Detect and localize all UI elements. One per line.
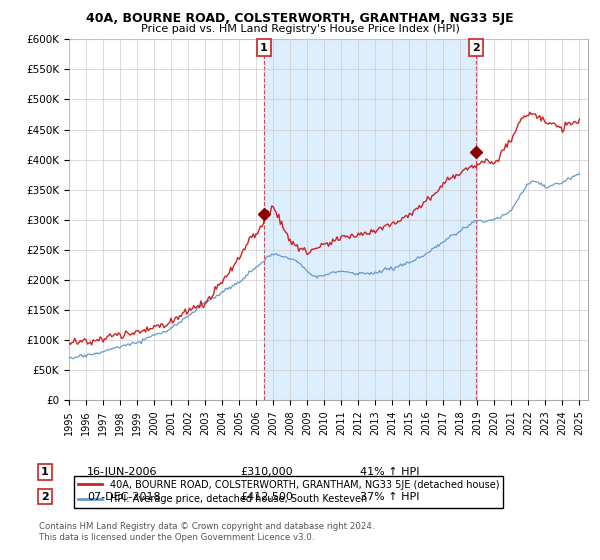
Text: Contains HM Land Registry data © Crown copyright and database right 2024.
This d: Contains HM Land Registry data © Crown c… [39, 522, 374, 542]
Text: 07-DEC-2018: 07-DEC-2018 [87, 492, 161, 502]
Text: £310,000: £310,000 [240, 467, 293, 477]
Text: £412,500: £412,500 [240, 492, 293, 502]
Text: 37% ↑ HPI: 37% ↑ HPI [360, 492, 419, 502]
Text: 2: 2 [472, 43, 480, 53]
Text: 2: 2 [41, 492, 49, 502]
Text: 41% ↑ HPI: 41% ↑ HPI [360, 467, 419, 477]
Text: 1: 1 [41, 467, 49, 477]
Text: Price paid vs. HM Land Registry's House Price Index (HPI): Price paid vs. HM Land Registry's House … [140, 24, 460, 34]
Text: 16-JUN-2006: 16-JUN-2006 [87, 467, 157, 477]
Text: 40A, BOURNE ROAD, COLSTERWORTH, GRANTHAM, NG33 5JE: 40A, BOURNE ROAD, COLSTERWORTH, GRANTHAM… [86, 12, 514, 25]
Legend: 40A, BOURNE ROAD, COLSTERWORTH, GRANTHAM, NG33 5JE (detached house), HPI: Averag: 40A, BOURNE ROAD, COLSTERWORTH, GRANTHAM… [74, 475, 503, 508]
Bar [264, 39, 476, 400]
Text: 1: 1 [260, 43, 268, 53]
